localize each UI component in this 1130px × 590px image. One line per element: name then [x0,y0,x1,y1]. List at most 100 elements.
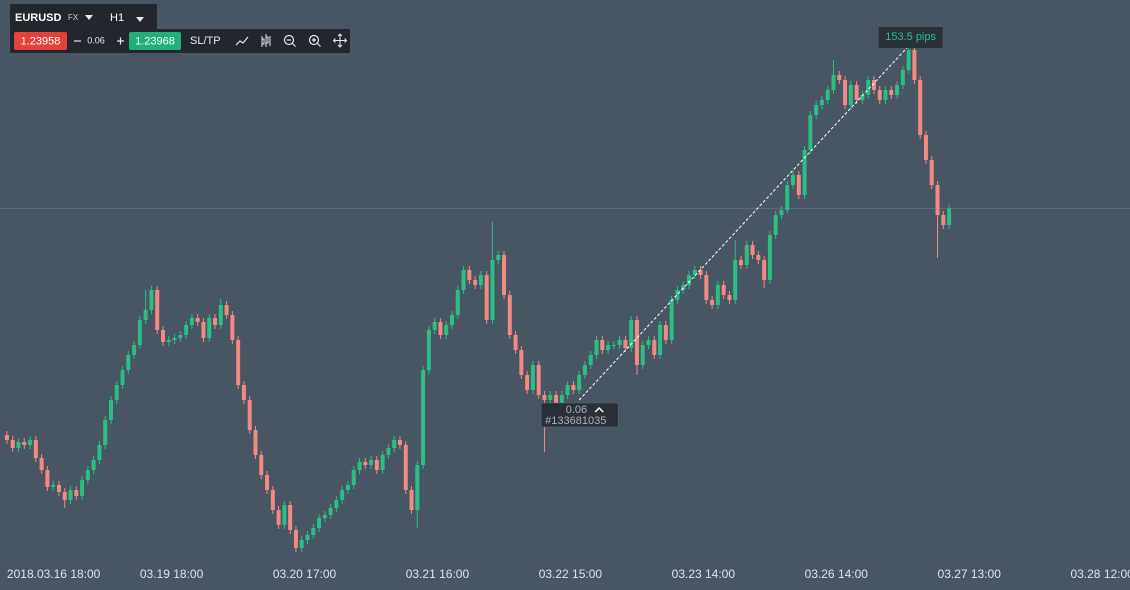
candle-body [166,340,171,342]
candle-body [831,75,836,90]
x-tick-label: 03.26 14:00 [805,567,869,581]
ask-price[interactable]: 1.23968 [135,35,175,47]
candle-body [866,80,871,95]
candle-body [582,365,587,375]
candle-body [172,338,177,340]
candle-body [941,215,946,225]
toolbar-top [10,4,157,30]
candle-body [762,260,767,280]
buy-button[interactable] [129,32,181,50]
x-tick-label: 03.23 14:00 [672,567,736,581]
market: FX [68,13,79,22]
sltp-button[interactable]: SL/TP [190,35,221,47]
candle-body [895,85,900,95]
candle-body [10,440,15,448]
candle-body [837,75,842,80]
candle-body [132,345,137,355]
candle-body [455,290,460,315]
candle-body [559,395,564,410]
candle-body [814,105,819,115]
candle-body [415,465,420,510]
candle-body [658,325,663,355]
trade-label-box [540,402,619,428]
move-icon[interactable] [332,33,348,48]
candle-body [276,510,281,525]
candle-body [103,420,108,445]
candle-body [554,395,559,410]
candle-body [461,270,466,290]
candle-body [785,185,790,210]
candle-body [675,290,680,300]
lot[interactable]: 0.06 [87,35,105,45]
candle-body [28,440,33,445]
candle-body [432,322,437,330]
candle-body [906,50,911,70]
line-chart-icon[interactable] [235,36,249,46]
candle-body [686,275,691,285]
candle-body [380,455,385,470]
candle-body [450,315,454,325]
candle-chart-icon[interactable] [261,34,271,47]
candle-body [490,260,495,320]
candle-body [241,385,246,400]
candle-body [403,445,408,490]
candle-body [62,492,67,500]
candle-body [218,305,223,325]
lot-increase[interactable] [117,37,124,45]
candle-body [652,340,657,355]
candle-body [611,345,616,346]
bid-price[interactable]: 1.23958 [21,35,61,47]
candle-body [548,395,553,400]
candle-body [345,485,350,490]
zoom-in-icon[interactable] [308,34,321,47]
candle-body [207,318,212,338]
x-tick-label: 03.20 17:00 [273,567,337,581]
timeframe[interactable]: H1 [110,12,124,24]
candle-body [201,322,206,338]
candle-body [929,160,934,185]
candle-body [22,442,27,445]
candle-body [438,322,443,335]
candle-body [213,318,218,325]
candle-body [305,535,310,540]
candle-body [184,325,189,335]
candle-body [426,330,431,370]
candle-body [802,150,807,195]
candle-body [114,385,119,400]
candle-body [617,340,622,345]
candle-body [236,340,241,385]
candle-body [860,95,865,100]
candle-body [756,255,761,260]
x-tick-label: 03.22 15:00 [539,567,603,581]
candle-body [692,270,697,275]
trade-collapse [594,406,604,413]
candle-body [623,340,628,348]
candle-body [51,485,56,487]
candle-body [473,280,478,285]
timeframe-dropdown[interactable] [136,17,144,22]
symbol[interactable]: EURUSD [15,12,62,24]
candle-body [525,375,530,390]
candle-body [97,445,102,460]
x-tick-label: 03.19 18:00 [140,567,204,581]
candle-body [935,185,940,215]
candle-body [288,505,293,530]
sell-button[interactable] [14,32,67,50]
toolbar: EURUSD FX H1 1.23958 0.06 1.23968 SL/TP [10,4,350,53]
candle-body [195,318,200,322]
symbol-dropdown[interactable] [85,15,93,20]
candle-body [397,440,402,445]
candle-body [912,50,917,80]
candle-body [33,440,38,458]
candle-body [16,442,21,448]
candle-body [467,270,472,280]
candle-body [634,320,639,365]
candle-body [606,345,611,350]
candle-body [721,285,726,295]
candle-body [513,335,518,350]
candle-body [773,215,778,235]
zoom-out-icon[interactable] [283,34,296,47]
candle-body [253,430,258,455]
